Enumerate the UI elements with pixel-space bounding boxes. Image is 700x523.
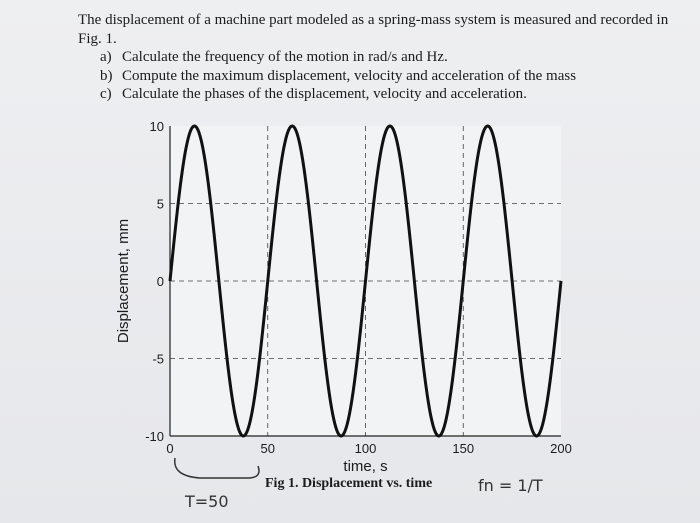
part-text: Compute the maximum displacement, veloci… [122, 67, 577, 84]
y-tick-label: -5 [152, 352, 164, 367]
x-tick-label: 0 [166, 441, 173, 456]
handwritten-period-note: T=50 [185, 492, 229, 511]
handwritten-frequency-note: fn = 1/T [478, 476, 543, 495]
y-tick-label: 0 [157, 274, 164, 289]
y-axis-title: Displacement, mm [115, 219, 132, 343]
part-a: a) Calculate the frequency of the motion… [78, 48, 688, 67]
x-tick-label: 150 [452, 441, 474, 456]
part-c: c) Calculate the phases of the displacem… [78, 85, 688, 104]
x-tick-label: 200 [550, 441, 572, 456]
y-tick-label: 5 [157, 197, 164, 212]
part-b: b) Compute the maximum displacement, vel… [78, 67, 688, 86]
part-label: b) [100, 67, 113, 84]
problem-parts: a) Calculate the frequency of the motion… [78, 48, 688, 104]
handwritten-brace [173, 457, 260, 479]
part-text: Calculate the phases of the displacement… [122, 86, 527, 102]
part-label: c) [100, 86, 112, 102]
x-axis-title: time, s [343, 458, 387, 475]
part-label: a) [100, 49, 112, 65]
y-tick-label: 10 [150, 119, 164, 134]
problem-intro: The displacement of a machine part model… [78, 12, 669, 47]
problem-statement: The displacement of a machine part model… [78, 11, 688, 104]
x-tick-label: 50 [261, 441, 275, 456]
figure-caption: Fig 1. Displacement vs. time [265, 476, 433, 491]
x-tick-label: 100 [355, 441, 377, 456]
displacement-series-line [168, 124, 563, 438]
part-text: Calculate the frequency of the motion in… [122, 49, 448, 65]
y-tick-label: -10 [145, 429, 164, 444]
